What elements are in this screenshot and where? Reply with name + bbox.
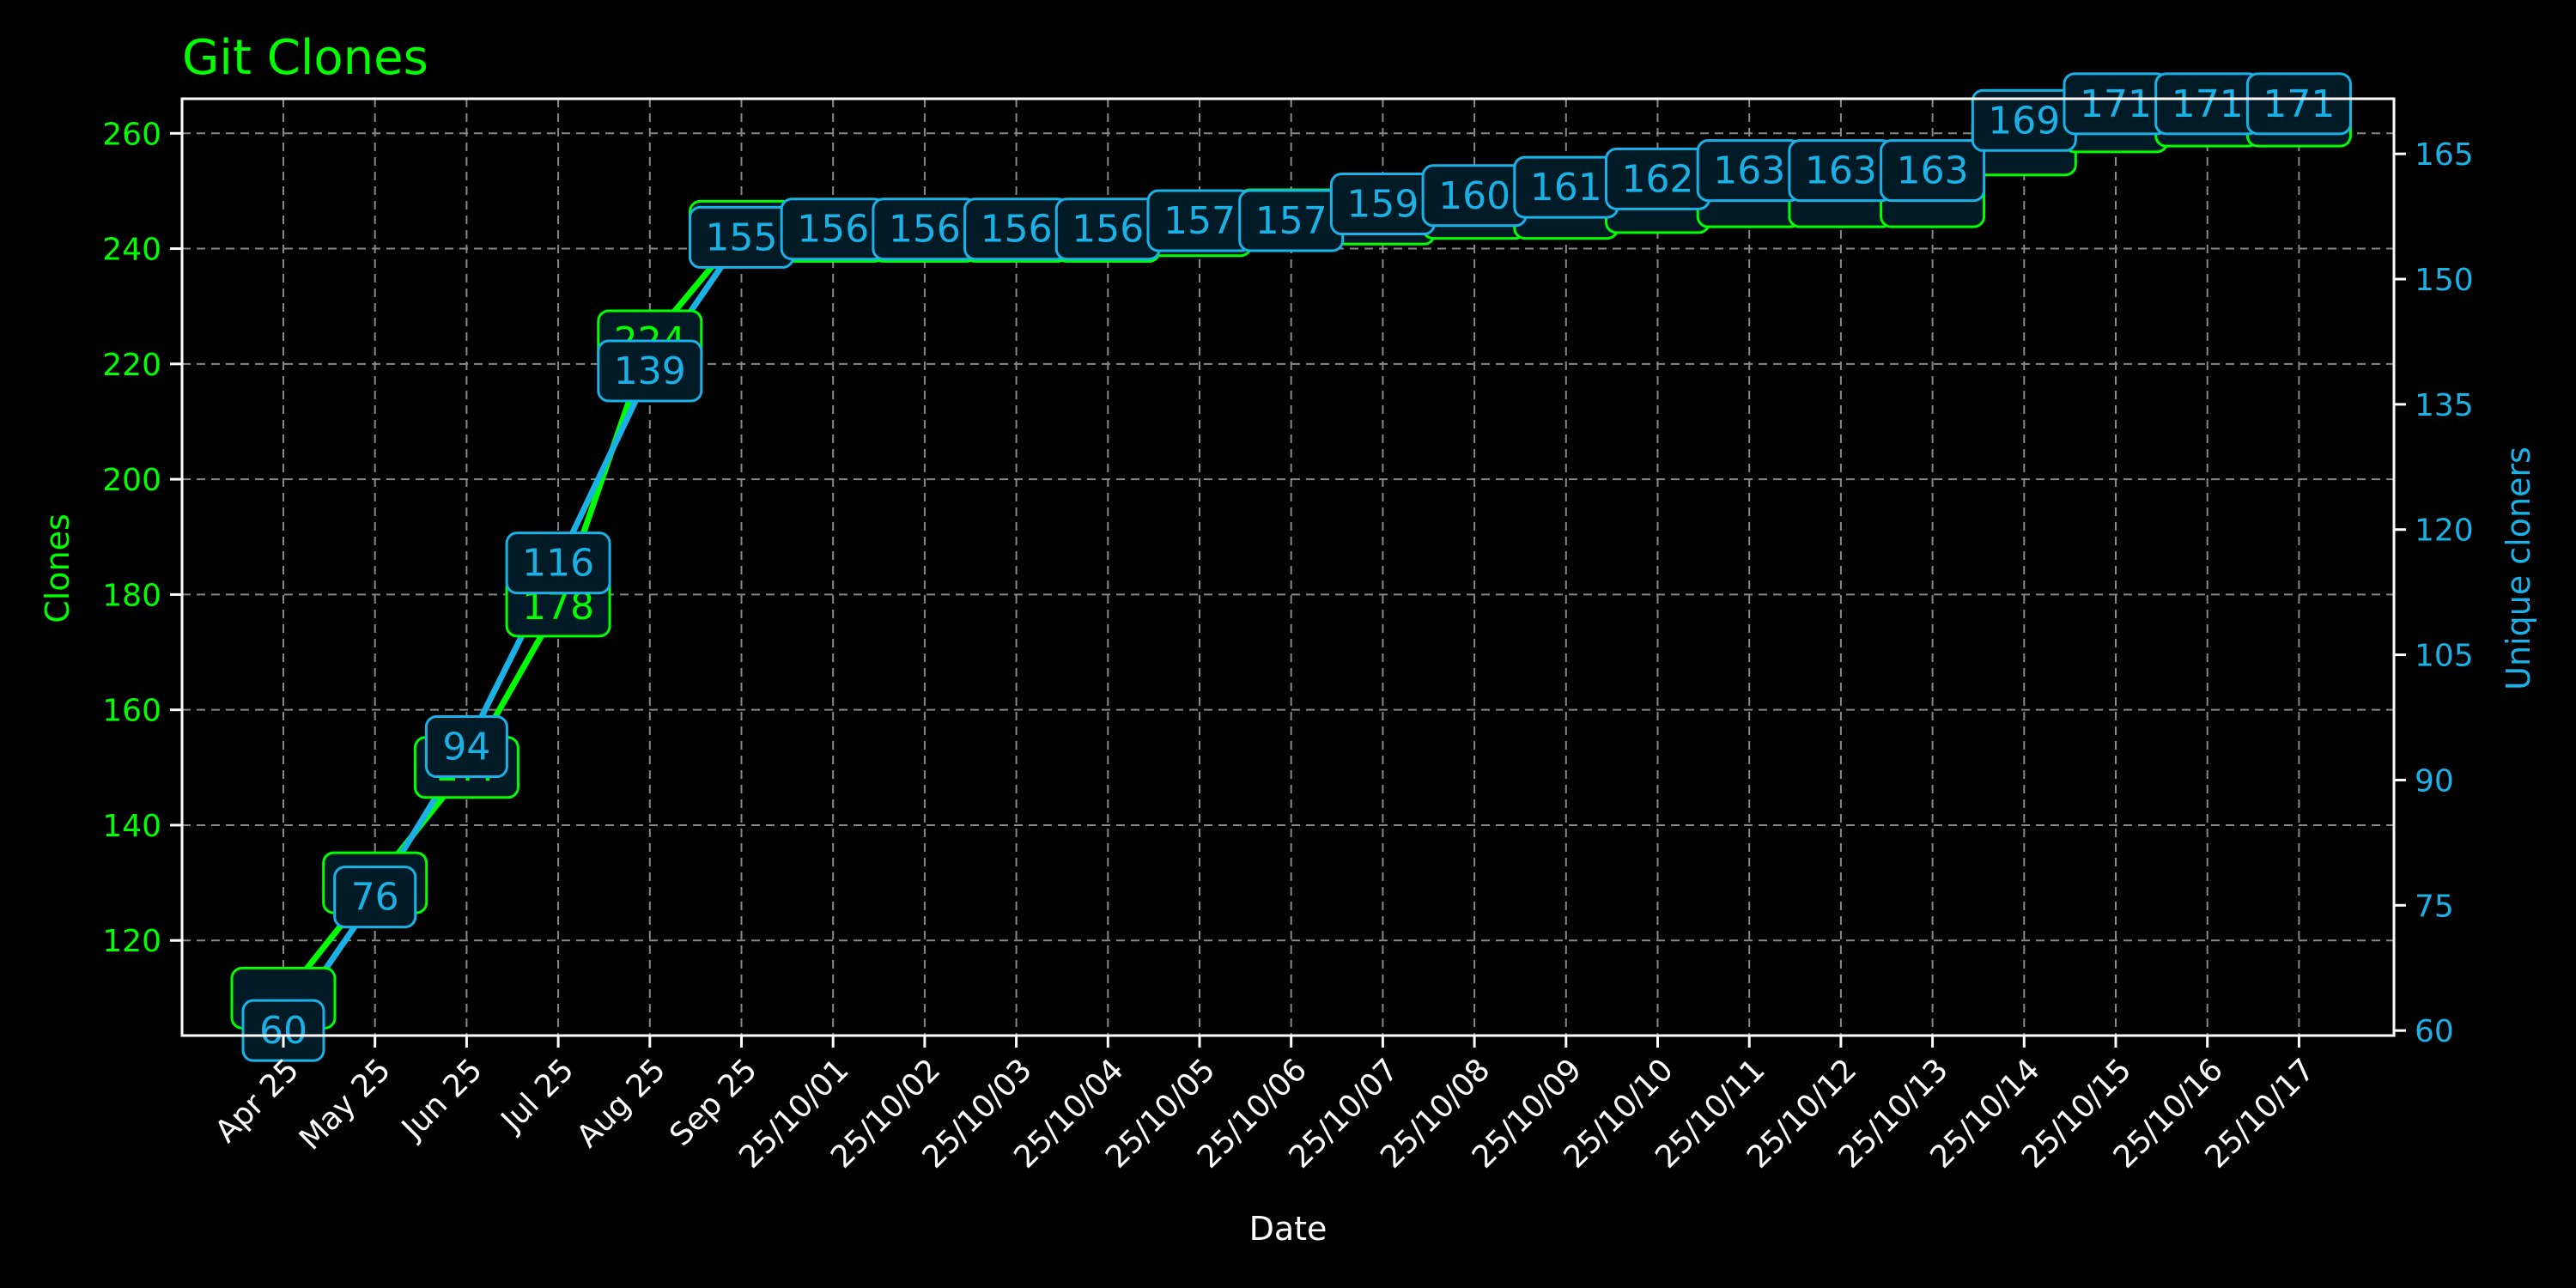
unique-cloners-data-label: 60 — [241, 999, 325, 1062]
right-axis-tick-label: 120 — [2415, 513, 2474, 549]
unique-cloners-label-text: 163 — [1897, 149, 1969, 193]
unique-cloners-data-label: 160 — [1421, 164, 1528, 228]
unique-cloners-label-text: 160 — [1438, 174, 1510, 218]
unique-cloners-label-box — [505, 532, 611, 595]
unique-cloners-data-label: 162 — [1605, 147, 1710, 210]
unique-cloners-data-label: 156 — [872, 197, 978, 261]
left-axis-tick-label: 180 — [102, 578, 161, 613]
unique-cloners-data-label: 94 — [424, 715, 508, 779]
right-axis-tick-label: 105 — [2415, 639, 2474, 674]
right-axis-tick-label: 75 — [2415, 889, 2454, 924]
right-axis-tick-label: 135 — [2415, 388, 2474, 423]
unique-cloners-data-label: 116 — [505, 532, 611, 595]
right-axis-tick-label: 150 — [2415, 263, 2474, 298]
left-axis-tick-label: 220 — [102, 348, 161, 383]
left-axis-tick-label: 200 — [102, 463, 161, 498]
unique-cloners-data-label: 171 — [2154, 72, 2261, 136]
unique-cloners-label-text: 161 — [1530, 166, 1602, 210]
left-axis-tick-label: 140 — [102, 809, 161, 844]
right-axis-tick-label: 90 — [2415, 763, 2454, 799]
unique-cloners-label-text: 157 — [1163, 199, 1236, 243]
unique-cloners-data-label: 163 — [1696, 139, 1802, 203]
unique-cloners-label-text: 163 — [1805, 149, 1877, 193]
left-axis-tick-label: 120 — [102, 924, 161, 959]
unique-cloners-label-text: 156 — [889, 208, 961, 252]
unique-cloners-label-text: 76 — [351, 876, 399, 920]
unique-cloners-label-text: 171 — [2172, 82, 2244, 126]
unique-cloners-label-text: 156 — [797, 208, 869, 252]
left-axis-tick-label: 240 — [102, 233, 161, 268]
unique-cloners-label-box — [424, 715, 508, 779]
right-axis-label: Unique cloners — [2500, 447, 2537, 690]
unique-cloners-data-label: 157 — [1238, 189, 1345, 252]
left-axis-tick-label: 260 — [102, 117, 161, 152]
unique-cloners-data-label: 156 — [780, 197, 886, 261]
unique-cloners-label-text: 156 — [1072, 208, 1144, 252]
unique-cloners-data-label: 163 — [1880, 139, 1986, 203]
unique-cloners-label-box — [1880, 139, 1986, 203]
unique-cloners-data-label: 155 — [689, 205, 794, 269]
unique-cloners-label-box — [333, 866, 417, 929]
right-axis-tick-label: 60 — [2415, 1014, 2454, 1049]
x-axis-label: Date — [1249, 1210, 1327, 1248]
chart-title: Git Clones — [182, 30, 428, 86]
unique-cloners-data-label: 171 — [2245, 72, 2352, 136]
unique-cloners-data-label: 171 — [2063, 72, 2169, 136]
unique-cloners-data-label: 161 — [1513, 155, 1619, 219]
left-axis-tick-label: 160 — [102, 694, 161, 729]
data-labels: 1??1782246076941161391551561561561561571… — [230, 72, 2352, 1062]
unique-cloners-label-text: 156 — [981, 208, 1053, 252]
unique-cloners-label-text: 94 — [442, 726, 490, 769]
right-axis-tick-label: 165 — [2415, 137, 2474, 173]
unique-cloners-data-label: 157 — [1146, 189, 1253, 252]
unique-cloners-label-text: 171 — [2080, 82, 2152, 126]
unique-cloners-label-box — [597, 339, 703, 403]
left-axis-label: Clones — [39, 513, 76, 623]
unique-cloners-label-text: 157 — [1255, 199, 1327, 243]
unique-cloners-label-text: 159 — [1346, 183, 1419, 227]
unique-cloners-data-label: 169 — [1971, 88, 2077, 152]
unique-cloners-label-text: 162 — [1622, 157, 1694, 201]
unique-cloners-label-text: 116 — [522, 542, 594, 586]
unique-cloners-label-box — [241, 999, 325, 1062]
unique-cloners-label-text: 163 — [1713, 149, 1785, 193]
unique-cloners-label-text: 139 — [614, 349, 686, 393]
unique-cloners-data-label: 163 — [1788, 139, 1894, 203]
plot-frame — [180, 97, 2396, 1037]
unique-cloners-data-label: 156 — [963, 197, 1070, 261]
unique-cloners-data-label: 156 — [1054, 197, 1161, 261]
unique-cloners-label-text: 171 — [2263, 82, 2335, 126]
unique-cloners-data-label: 159 — [1329, 173, 1436, 236]
unique-cloners-data-label: 139 — [597, 339, 703, 403]
unique-cloners-data-label: 76 — [333, 866, 417, 929]
unique-cloners-label-text: 169 — [1988, 99, 2060, 143]
unique-cloners-label-text: 155 — [706, 216, 778, 259]
unique-cloners-label-box — [2245, 72, 2352, 136]
